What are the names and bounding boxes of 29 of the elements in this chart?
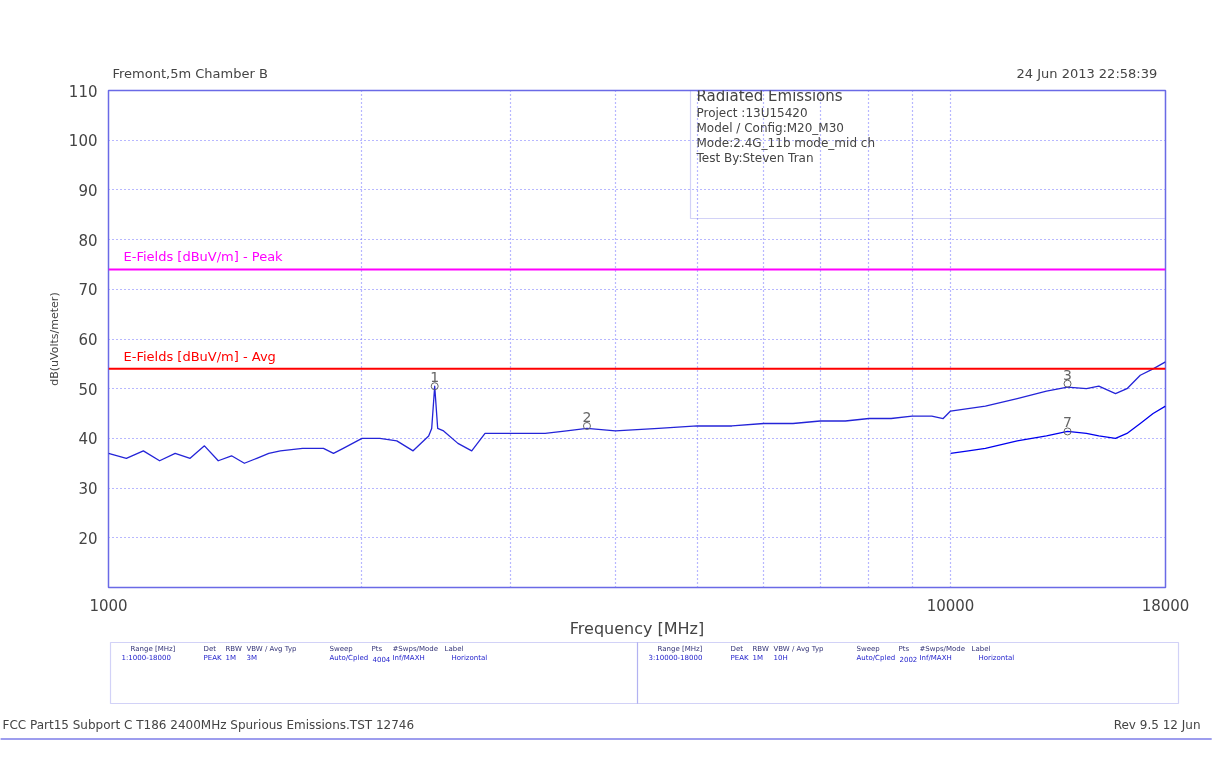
x-tick-label: 10000 [926, 596, 975, 615]
y-tick-label: 80 [78, 231, 98, 250]
y-tick-label: 60 [78, 331, 98, 349]
x-tick-label: 18000 [1141, 596, 1190, 615]
annotation: 3 [1063, 366, 1073, 383]
text: Rev 9.5 12 Jun [1113, 717, 1201, 732]
y-axis-title: dB(uVolts/meter) [47, 292, 61, 386]
y-tick-label: 50 [78, 380, 98, 399]
y-tick-label: 110 [68, 82, 98, 101]
ref-line-label: E-Fields [dBuV/m] - Avg [123, 348, 276, 364]
annotation: Model / Config:M20_M30 [696, 120, 844, 135]
y-tick-label: 100 [68, 132, 98, 151]
chart-subtitle: 24 Jun 2013 22:58:39 [1016, 65, 1158, 81]
chart-title: Fremont,5m Chamber B [112, 65, 268, 81]
x-axis-title: Frequency [MHz] [569, 618, 705, 638]
y-tick-label: 90 [78, 181, 98, 200]
annotation: 1 [430, 369, 440, 386]
annotation: Test By:Steven Tran [695, 150, 814, 165]
y-tick-label: 70 [78, 281, 98, 300]
annotation: 7 [1063, 414, 1073, 431]
y-tick-label: 30 [78, 480, 98, 499]
x-tick-label: 1000 [89, 596, 128, 615]
text: FCC Part15 Subport C T186 2400MHz Spurious Emissions.TST 12746 [2, 717, 415, 732]
y-tick-label: 20 [78, 529, 98, 548]
annotation: Project :13U15420 [696, 105, 808, 120]
annotation: 2 [582, 408, 592, 425]
y-tick-label: 40 [78, 430, 98, 449]
ref-line-label: E-Fields [dBuV/m] - Peak [123, 249, 284, 265]
annotation: Mode:2.4G_11b mode_mid ch [696, 135, 876, 150]
